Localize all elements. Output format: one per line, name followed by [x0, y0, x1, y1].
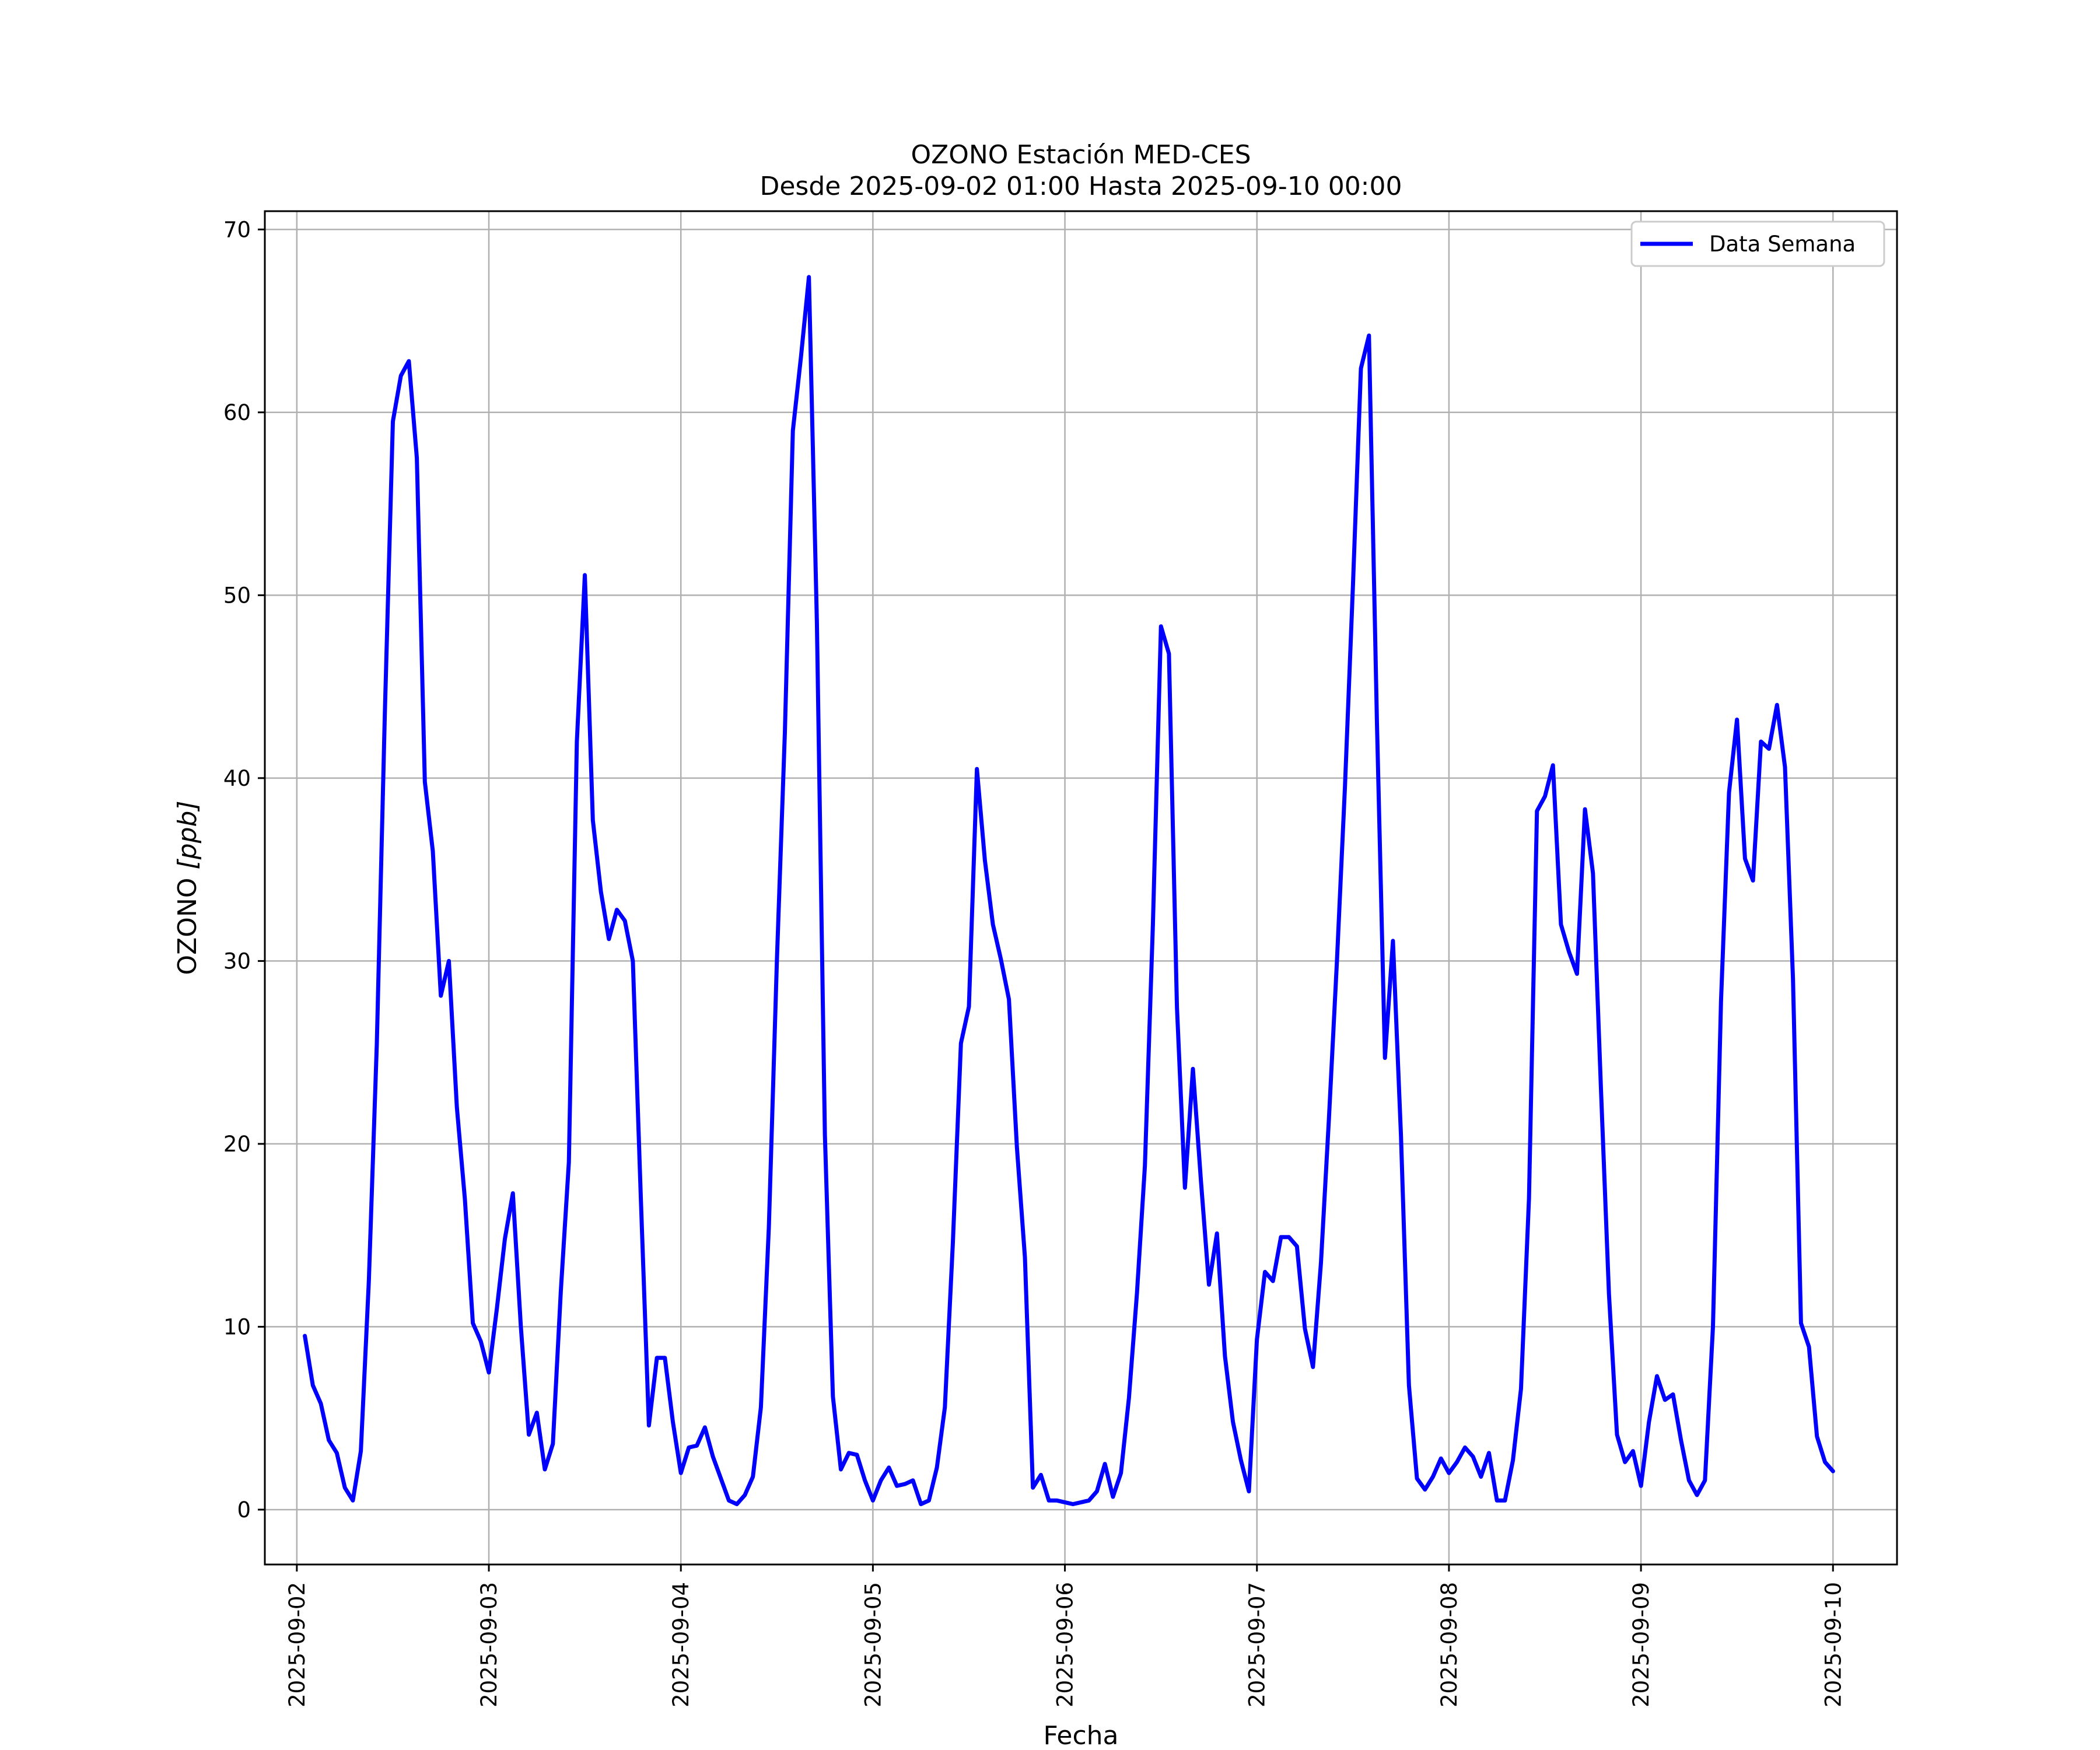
y-tick-label: 30 — [223, 949, 251, 974]
y-axis-ticks: 0 10 20 30 40 50 60 70 — [223, 217, 265, 1522]
y-tick-label: 70 — [223, 217, 251, 242]
y-tick-label: 50 — [223, 583, 251, 608]
y-tick-label: 40 — [223, 766, 251, 791]
x-tick-label: 2025-09-06 — [1053, 1582, 1078, 1707]
grid — [265, 211, 1897, 1564]
y-tick-label: 10 — [223, 1314, 251, 1339]
x-tick-label: 2025-09-05 — [860, 1582, 886, 1707]
y-axis-label: OZONO [ppb] — [173, 800, 202, 975]
y-axis-label-unit: [ppb] — [173, 800, 202, 869]
x-tick-label: 2025-09-10 — [1821, 1582, 1846, 1707]
legend-box — [1630, 220, 1885, 267]
x-axis-label: Fecha — [1043, 1721, 1118, 1750]
legend: Data Semana — [1630, 220, 1885, 267]
x-axis-ticks: 2025-09-02 2025-09-03 2025-09-04 2025-09-05… — [285, 1564, 1846, 1707]
y-tick-label: 0 — [237, 1497, 251, 1522]
x-tick-label: 2025-09-08 — [1437, 1582, 1462, 1707]
x-tick-label: 2025-09-03 — [477, 1582, 502, 1707]
y-tick-label: 60 — [223, 400, 251, 425]
y-axis-label-main: OZONO — [173, 870, 202, 975]
chart-subtitle: Desde 2025-09-02 01:00 Hasta 2025-09-10 … — [760, 172, 1402, 201]
chart-title: OZONO Estación MED-CES — [911, 140, 1251, 170]
x-tick-label: 2025-09-04 — [668, 1582, 694, 1707]
x-tick-label: 2025-09-02 — [285, 1582, 310, 1707]
series-line-data-semana — [303, 275, 1835, 1506]
plot-area-frame — [264, 210, 1898, 1566]
x-tick-label: 2025-09-09 — [1629, 1582, 1654, 1707]
x-tick-label: 2025-09-07 — [1245, 1582, 1270, 1707]
legend-label: Data Semana — [1709, 232, 1856, 257]
y-tick-label: 20 — [223, 1132, 251, 1157]
